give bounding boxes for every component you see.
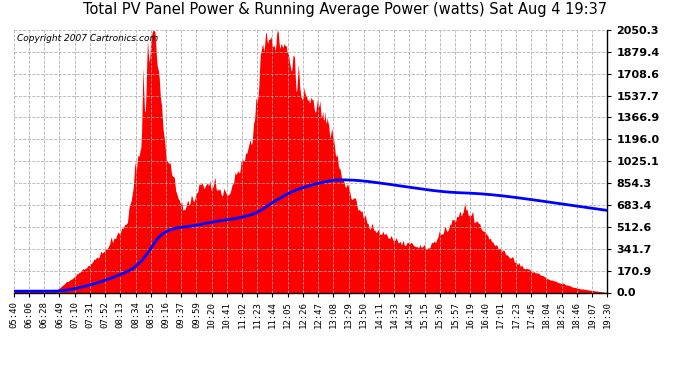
Text: Total PV Panel Power & Running Average Power (watts) Sat Aug 4 19:37: Total PV Panel Power & Running Average P… bbox=[83, 2, 607, 17]
Text: Copyright 2007 Cartronics.com: Copyright 2007 Cartronics.com bbox=[17, 34, 158, 43]
